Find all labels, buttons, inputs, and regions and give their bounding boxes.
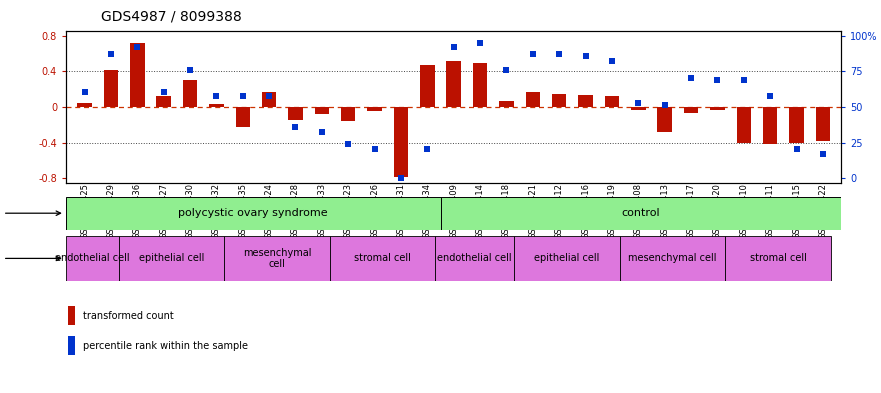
Bar [66,236,119,281]
Bar [394,107,408,176]
Bar [657,107,672,132]
Point [605,58,619,64]
Point [394,175,408,182]
Point [789,146,803,152]
Point [104,51,118,57]
Point [130,43,144,50]
Bar [763,107,777,145]
Point [236,93,250,99]
Bar [578,95,593,107]
Point [526,51,540,57]
Text: stromal cell: stromal cell [750,253,806,263]
Point [78,89,92,95]
Point [183,66,197,73]
Bar [816,107,830,141]
Point [500,66,514,73]
Bar [78,103,92,107]
Point [447,44,461,51]
Point [552,51,566,57]
Bar [725,236,831,281]
Bar [515,236,620,281]
Text: transformed count: transformed count [83,310,174,321]
Bar [440,196,841,230]
Text: stromal cell: stromal cell [354,253,411,263]
Point [657,102,671,108]
Bar [130,43,144,107]
Bar [500,101,514,107]
Bar [631,107,646,110]
Text: GDS4987 / 8099388: GDS4987 / 8099388 [101,9,242,24]
Point [816,151,830,158]
Bar [66,196,440,230]
Bar [315,107,329,114]
Bar [182,81,197,107]
Text: control: control [622,208,660,218]
Text: epithelial cell: epithelial cell [139,253,204,263]
Point [157,89,171,95]
Text: endothelial cell: endothelial cell [56,253,130,263]
Point [737,77,751,84]
Bar [526,92,540,107]
Point [341,141,355,148]
Bar [262,92,277,107]
Text: percentile rank within the sample: percentile rank within the sample [83,341,248,351]
Bar [235,107,250,127]
Bar [684,107,699,113]
Bar [209,105,224,107]
Point [684,75,698,81]
Bar [620,236,725,281]
Bar [710,107,725,110]
Bar [789,107,803,143]
Point [262,93,276,99]
Text: disease state: disease state [0,208,61,218]
Bar [157,95,171,107]
Point [473,40,487,46]
Bar [737,107,751,143]
Bar [341,107,356,121]
Bar [104,70,118,107]
Point [420,146,434,152]
Text: mesenchymal cell: mesenchymal cell [628,253,717,263]
Point [210,92,224,99]
Point [763,92,777,99]
Text: endothelial cell: endothelial cell [438,253,512,263]
Point [710,77,724,84]
Point [632,99,646,106]
Bar [329,236,435,281]
Point [367,146,381,152]
Bar [68,306,75,325]
Bar [552,94,566,107]
Bar [420,65,434,107]
Bar [119,236,225,281]
Text: mesenchymal
cell: mesenchymal cell [243,248,311,269]
Point [579,53,593,59]
Bar [68,336,75,355]
Point [315,129,329,135]
Bar [447,61,461,107]
Bar [604,95,619,107]
Bar [225,236,329,281]
Point [288,123,302,130]
Bar [367,107,381,111]
Bar [473,62,487,107]
Bar [288,107,303,119]
Text: polycystic ovary syndrome: polycystic ovary syndrome [179,208,328,218]
Text: cell type: cell type [0,253,61,263]
Text: epithelial cell: epithelial cell [535,253,600,263]
Bar [435,236,515,281]
